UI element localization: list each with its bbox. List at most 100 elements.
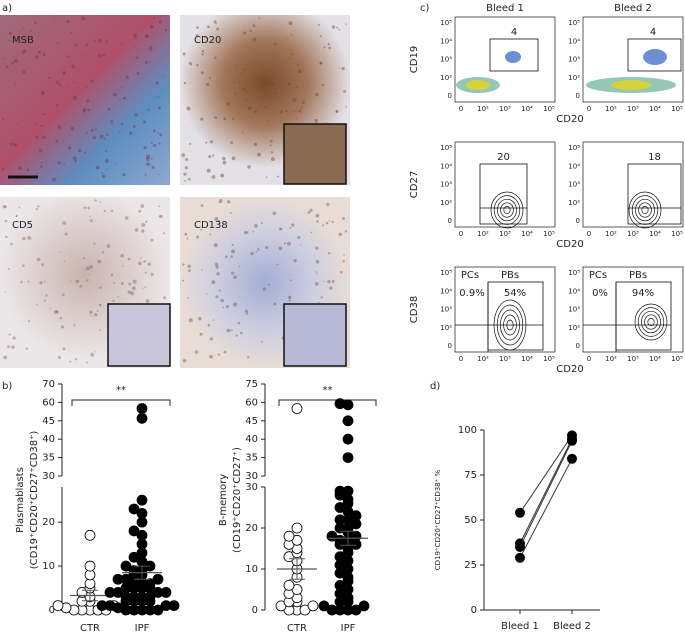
texture <box>184 166 188 170</box>
contour <box>493 299 527 351</box>
column-title: Bleed 1 <box>486 3 524 14</box>
texture <box>30 238 32 240</box>
texture <box>62 293 65 296</box>
texture <box>272 211 277 216</box>
texture <box>41 161 43 164</box>
texture <box>214 262 219 267</box>
texture <box>205 141 208 144</box>
texture <box>36 136 39 139</box>
texture <box>187 264 192 269</box>
texture <box>22 28 24 30</box>
texture <box>86 43 89 47</box>
texture <box>223 117 227 121</box>
texture <box>69 32 72 34</box>
texture <box>130 291 135 296</box>
axis-label: CD19 <box>409 46 420 73</box>
texture <box>115 163 117 166</box>
texture <box>252 230 254 233</box>
texture <box>137 261 142 266</box>
texture <box>92 135 97 140</box>
y-tick-label: 10² <box>568 324 580 332</box>
texture <box>118 131 120 134</box>
y-tick-label: 30 <box>245 482 258 493</box>
texture <box>120 282 124 286</box>
population <box>505 51 521 63</box>
gate-value: 54% <box>504 288 526 299</box>
contour <box>503 314 517 336</box>
texture <box>97 259 102 264</box>
texture <box>157 96 159 98</box>
texture <box>12 336 16 340</box>
texture <box>94 128 97 131</box>
texture <box>62 347 66 351</box>
texture <box>327 280 331 284</box>
texture <box>254 224 258 228</box>
data-point <box>515 507 525 518</box>
texture <box>328 220 331 222</box>
texture <box>4 58 6 60</box>
micrograph-label: CD138 <box>194 220 228 231</box>
data-point <box>136 412 148 424</box>
texture <box>247 106 252 111</box>
x-tick-label: 10⁴ <box>521 355 533 363</box>
texture <box>88 274 91 276</box>
texture <box>121 86 123 89</box>
y-tick-label: 50 <box>464 515 477 526</box>
texture <box>15 215 18 217</box>
texture <box>142 287 144 289</box>
texture <box>36 303 38 306</box>
texture <box>101 251 105 254</box>
y-tick-label: 20 <box>245 523 258 534</box>
texture <box>86 99 90 103</box>
texture <box>107 107 111 111</box>
texture <box>315 213 320 218</box>
texture <box>99 329 102 332</box>
texture <box>199 332 203 336</box>
texture <box>239 82 241 85</box>
y-tick-label: 30 <box>42 471 55 482</box>
texture <box>3 355 8 360</box>
texture <box>52 177 57 182</box>
texture <box>278 227 282 231</box>
texture <box>86 361 88 364</box>
texture <box>85 86 88 88</box>
texture <box>105 150 108 153</box>
micrograph-label: CD20 <box>194 35 221 46</box>
texture <box>231 271 235 275</box>
data-point <box>84 560 96 572</box>
texture <box>295 117 298 119</box>
y-tick-label: 10⁵ <box>440 19 452 27</box>
texture <box>134 36 137 40</box>
y-tick-label: 10⁴ <box>440 287 452 295</box>
texture <box>291 53 294 56</box>
y-tick-label: 20 <box>42 517 55 528</box>
texture <box>214 116 218 120</box>
texture <box>188 318 193 323</box>
gate <box>489 38 539 72</box>
texture <box>151 165 155 169</box>
texture <box>63 163 66 166</box>
texture <box>90 314 92 317</box>
texture <box>250 252 254 256</box>
texture <box>113 92 118 97</box>
y-tick-label: 10⁴ <box>568 37 580 45</box>
texture <box>8 31 12 35</box>
texture <box>60 325 65 329</box>
y-tick-label: 10³ <box>568 306 580 314</box>
texture <box>287 82 291 86</box>
gate-name: PBs <box>629 270 647 281</box>
texture <box>150 272 154 276</box>
texture <box>69 280 72 282</box>
texture <box>207 25 210 28</box>
texture <box>190 64 193 66</box>
texture <box>321 83 324 87</box>
texture <box>223 350 227 354</box>
y-tick-label: 10³ <box>440 181 452 189</box>
data-point <box>307 600 319 612</box>
texture <box>141 229 145 233</box>
texture <box>23 49 27 53</box>
data-point <box>283 530 295 542</box>
texture <box>72 156 77 161</box>
texture <box>62 71 66 75</box>
texture <box>209 140 213 144</box>
